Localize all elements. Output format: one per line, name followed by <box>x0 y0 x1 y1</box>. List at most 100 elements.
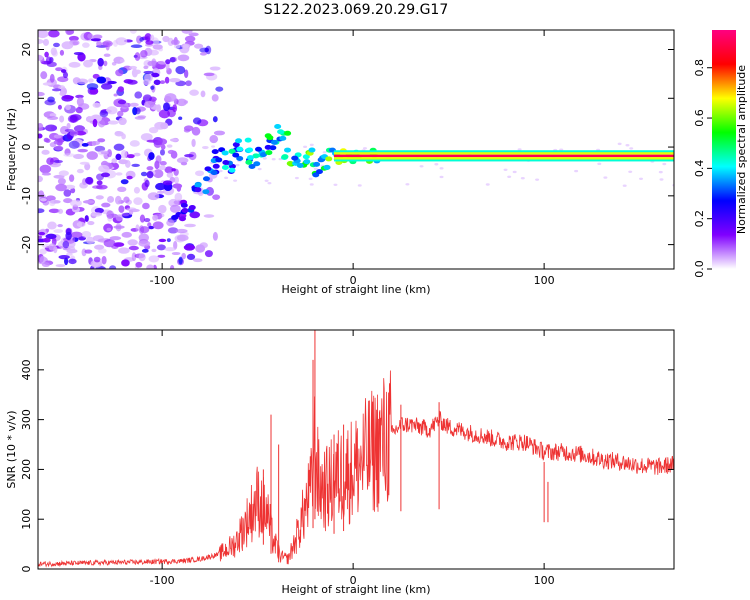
noise-blob <box>142 202 150 210</box>
noise-blob <box>157 254 166 258</box>
noise-blob <box>41 172 52 176</box>
noise-blob <box>134 116 146 120</box>
snr-plot-area <box>38 330 674 568</box>
noise-blob <box>125 159 131 168</box>
noise-blob <box>503 168 508 171</box>
noise-blob <box>41 149 50 155</box>
snr-frame <box>37 329 675 570</box>
noise-blob <box>92 118 98 128</box>
noise-blob <box>56 138 63 146</box>
noise-blob <box>166 238 171 243</box>
noise-blob <box>224 176 229 180</box>
noise-blob <box>114 131 124 137</box>
noise-blob <box>39 255 46 264</box>
noise-blob <box>53 229 64 234</box>
noise-blob <box>90 212 103 217</box>
noise-blob <box>271 158 276 161</box>
colorbar-label: Normalized spectral amplitude <box>735 65 748 234</box>
noise-blob <box>195 244 206 253</box>
track-point <box>286 160 294 166</box>
noise-blob <box>107 120 119 125</box>
track-point <box>246 147 254 153</box>
noise-blob <box>94 207 104 214</box>
noise-blob <box>115 153 122 161</box>
noise-blob <box>96 76 107 84</box>
noise-blob <box>66 252 73 256</box>
y-tick-label: -10 <box>20 187 33 205</box>
noise-blob <box>69 130 79 137</box>
noise-blob <box>55 264 66 268</box>
noise-blob <box>92 34 103 40</box>
noise-blob <box>72 153 85 159</box>
track-point <box>325 156 333 162</box>
noise-blob <box>203 72 215 77</box>
noise-blob <box>153 79 161 86</box>
noise-blob <box>133 152 141 157</box>
noise-blob <box>101 256 107 265</box>
noise-blob <box>75 106 83 114</box>
track-point <box>284 130 292 136</box>
noise-blob <box>202 145 209 150</box>
noise-blob <box>57 104 62 110</box>
steady-tone-line <box>334 152 674 155</box>
noise-blob <box>62 95 75 100</box>
noise-blob <box>40 71 48 80</box>
noise-blob <box>55 67 63 72</box>
noise-blob <box>167 108 176 118</box>
noise-blob <box>177 54 190 62</box>
noise-blob <box>61 41 74 50</box>
noise-blob <box>141 248 149 253</box>
noise-blob <box>209 135 219 144</box>
noise-blob <box>58 170 69 177</box>
noise-blob <box>164 166 174 174</box>
colorbar-gradient <box>712 30 736 269</box>
track-point <box>308 147 316 153</box>
x-tick-label: 100 <box>534 274 555 287</box>
noise-blob <box>175 228 188 234</box>
noise-blob <box>127 239 138 246</box>
noise-blob <box>48 208 60 214</box>
track-point <box>171 214 179 220</box>
noise-blob <box>182 44 189 49</box>
noise-blob <box>485 183 490 186</box>
noise-blob <box>193 258 203 263</box>
noise-blob <box>92 235 104 242</box>
noise-blob <box>151 248 157 253</box>
noise-blob <box>195 170 205 177</box>
noise-blob <box>155 155 162 164</box>
noise-blob <box>264 179 269 182</box>
noise-blob <box>171 168 176 172</box>
noise-blob <box>142 94 152 102</box>
noise-blob <box>153 140 162 148</box>
noise-blob <box>173 240 178 250</box>
noise-blob <box>144 218 151 223</box>
track-point <box>266 135 274 141</box>
noise-blob <box>99 110 109 118</box>
noise-blob <box>183 125 194 132</box>
noise-blob <box>53 42 60 48</box>
noise-blob <box>153 169 164 179</box>
noise-blob <box>77 148 88 153</box>
noise-blob <box>67 246 76 251</box>
y-axis-label: SNR (10 * v/v) <box>5 410 18 488</box>
noise-blob <box>235 163 240 167</box>
track-point <box>270 139 278 145</box>
track-point <box>236 155 244 161</box>
colorbar-tick-label: 0.6 <box>693 109 706 127</box>
y-tick-label: -20 <box>20 236 33 254</box>
noise-blob <box>294 176 299 180</box>
noise-blob <box>111 61 117 66</box>
noise-blob <box>628 170 633 173</box>
noise-blob <box>117 186 127 192</box>
noise-blob <box>143 65 149 70</box>
noise-blob <box>83 59 93 68</box>
noise-blob <box>113 143 125 151</box>
noise-blob <box>73 51 84 56</box>
noise-blob <box>95 195 104 200</box>
noise-blob <box>100 83 113 90</box>
noise-blob <box>73 125 86 133</box>
noise-blob <box>39 197 47 202</box>
noise-blob <box>118 247 130 254</box>
noise-blob <box>115 37 128 46</box>
